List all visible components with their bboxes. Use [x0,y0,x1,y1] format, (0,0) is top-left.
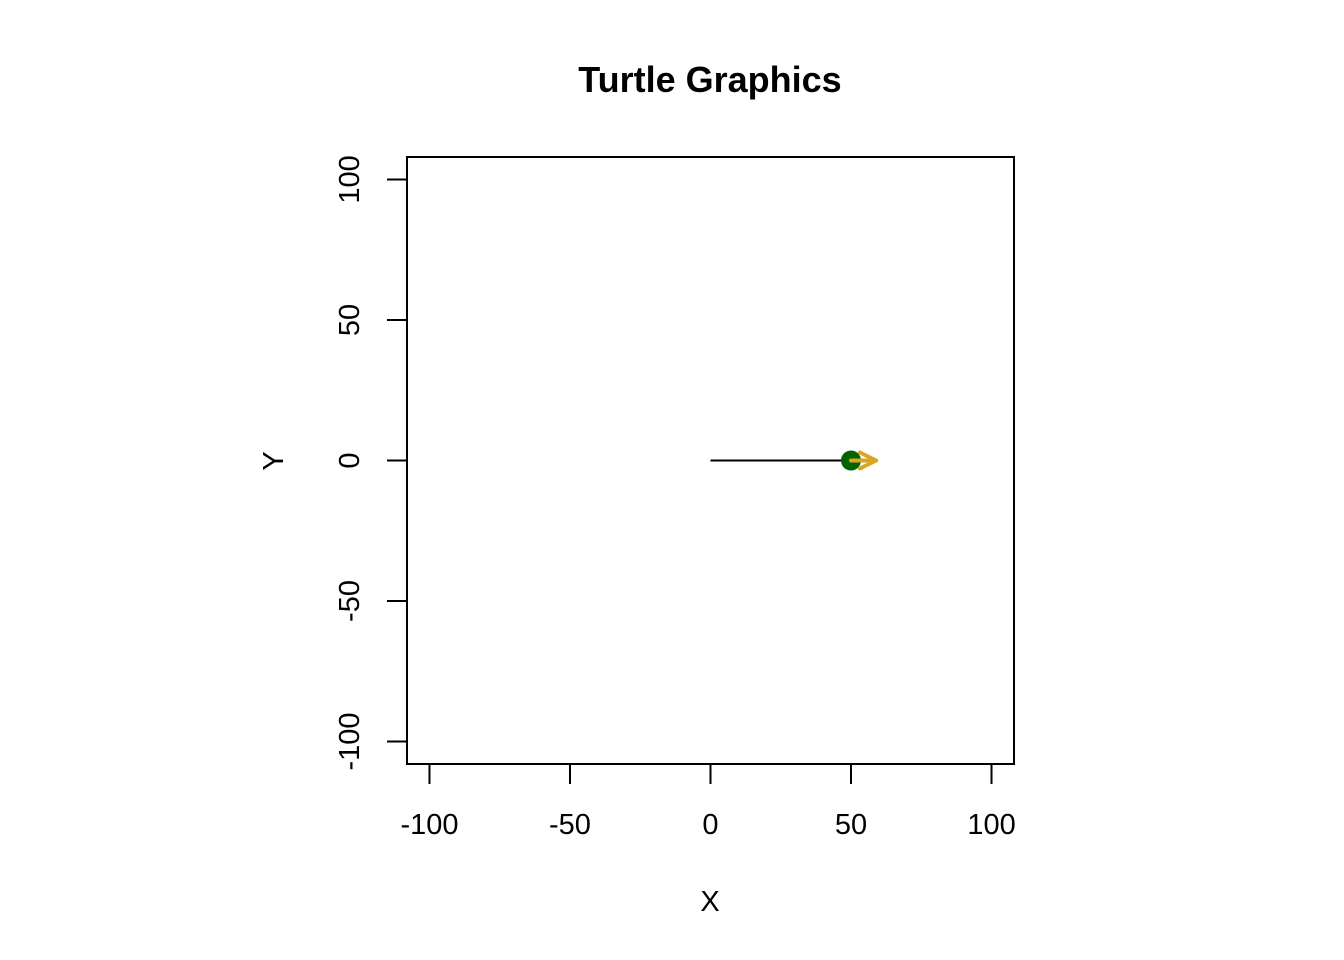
y-axis: -100 -50 0 50 100 [334,155,408,771]
y-tick-label: 50 [334,304,366,336]
y-tick-label: -100 [334,712,366,770]
y-axis-label: Y [258,451,290,470]
turtle-heading-arrow-head [858,450,879,471]
x-axis-label: X [700,886,719,918]
x-tick-label: 0 [702,809,718,841]
x-tick-label: -100 [400,809,458,841]
x-tick-label: -50 [549,809,591,841]
plot-content [710,450,879,471]
y-tick-label: 0 [334,452,366,468]
x-tick-label: 50 [835,809,867,841]
x-axis: -100 -50 0 50 100 [400,763,1016,841]
y-tick-label: 100 [334,155,366,203]
y-tick-label: -50 [334,580,366,622]
chart-title: Turtle Graphics [578,59,841,100]
x-tick-label: 100 [967,809,1015,841]
